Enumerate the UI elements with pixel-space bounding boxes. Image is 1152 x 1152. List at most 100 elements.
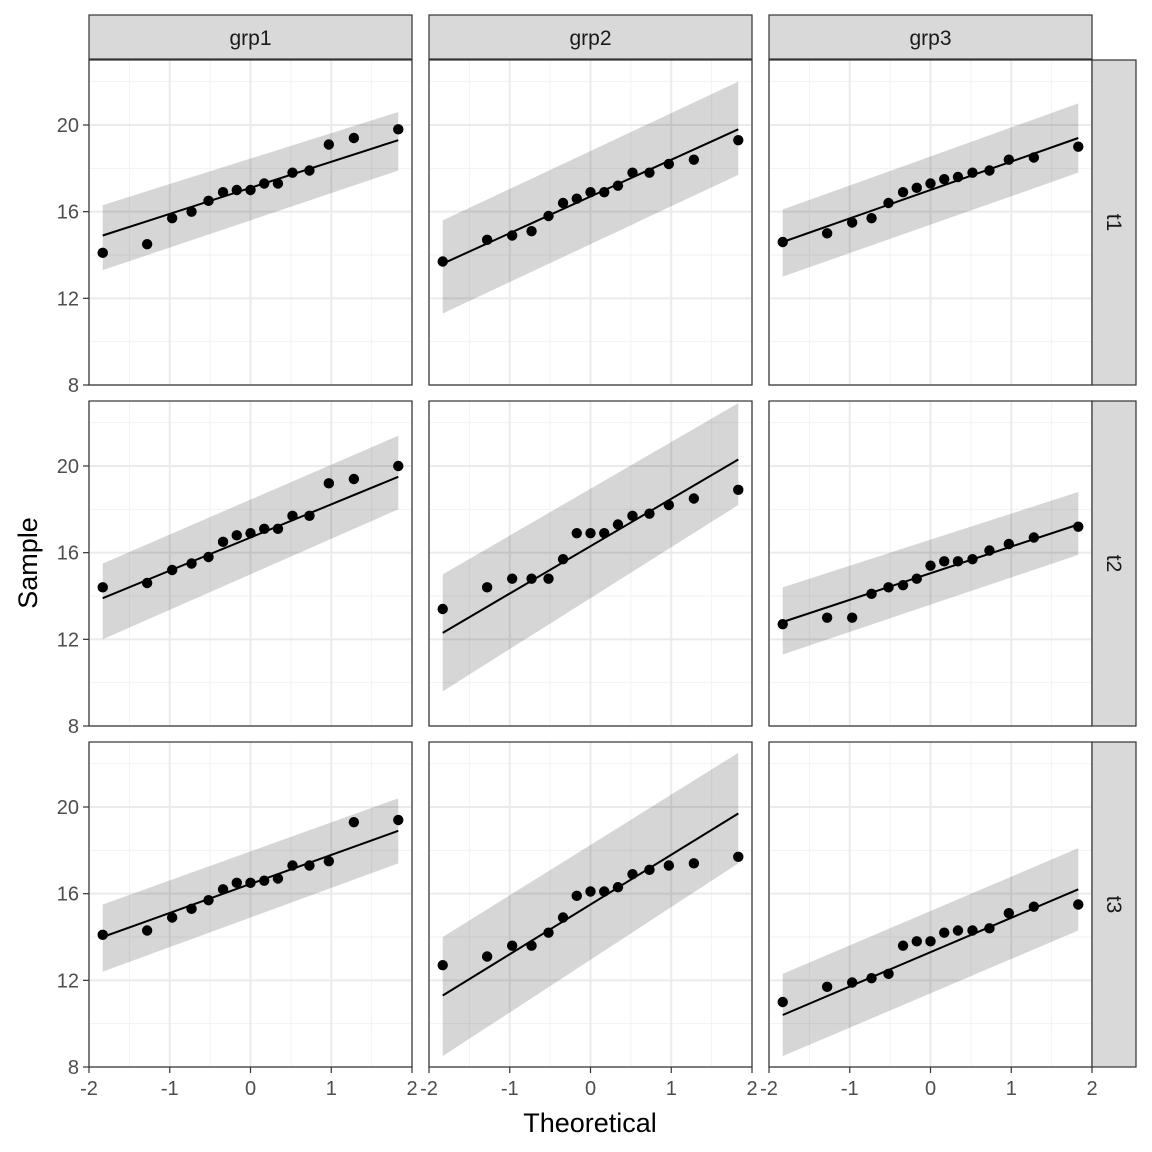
data-point [231, 877, 242, 889]
data-point [526, 225, 537, 237]
data-point [304, 510, 315, 522]
data-point [612, 180, 624, 191]
strip-t3 [1091, 741, 1137, 1068]
x-tick-label: 0 [245, 1078, 256, 1100]
data-point [866, 212, 877, 224]
x-tick-label: -1 [501, 1078, 519, 1100]
data-point [186, 558, 197, 569]
panel-border [428, 400, 753, 727]
strip-label-t2: t2 [1102, 555, 1125, 573]
data-point [348, 132, 360, 144]
data-point [217, 536, 229, 548]
x-tick-label: -1 [161, 1078, 179, 1100]
data-point [967, 553, 978, 565]
data-point [967, 925, 978, 936]
data-point [393, 460, 404, 472]
data-point [323, 855, 335, 867]
data-point [348, 816, 360, 828]
data-point [821, 612, 833, 623]
data-point [571, 193, 582, 204]
data-point [925, 936, 936, 947]
panels-layer [88, 59, 1093, 1068]
data-point [952, 925, 964, 936]
data-point [612, 881, 624, 893]
data-point [141, 577, 153, 589]
data-point [939, 927, 950, 938]
data-point [821, 228, 833, 239]
data-point [777, 236, 788, 248]
data-point [939, 556, 950, 567]
panel-grp1-t2 [88, 400, 413, 727]
data-point [911, 573, 922, 584]
data-point [644, 508, 655, 519]
data-point [897, 940, 909, 951]
panel-border [88, 400, 413, 727]
data-point [846, 612, 858, 623]
data-point [984, 165, 995, 176]
x-tick-label: 2 [406, 1078, 417, 1100]
reference-line [442, 458, 739, 634]
data-point [557, 197, 569, 209]
data-point [663, 158, 675, 170]
data-point [897, 579, 909, 591]
data-point [644, 864, 655, 876]
data-point [571, 890, 582, 902]
panel-grp2-t2 [428, 400, 753, 727]
data-point [883, 582, 894, 593]
panel-border [88, 59, 413, 386]
data-point [481, 234, 493, 246]
strip-label-grp3: grp3 [909, 27, 951, 50]
data-point [1003, 538, 1015, 550]
data-point [217, 884, 229, 895]
x-tick-label: 0 [585, 1078, 596, 1100]
data-point [304, 165, 315, 176]
facet-strips: grp1 grp2 grp3 t1 t2 t3 [88, 14, 1137, 1068]
data-point [925, 560, 936, 571]
data-point [526, 940, 537, 951]
data-point [141, 925, 153, 936]
x-tick-label: 2 [1086, 1078, 1097, 1100]
data-point [557, 553, 569, 565]
data-point [1073, 141, 1084, 152]
y-tick-label: 16 [57, 543, 79, 565]
data-point [287, 860, 298, 871]
y-tick-label: 20 [57, 456, 79, 478]
data-point [846, 977, 858, 988]
data-point [866, 972, 877, 984]
data-point [166, 564, 178, 576]
data-point [952, 556, 964, 567]
data-point [437, 603, 448, 615]
y-axis-label: Sample [13, 517, 43, 609]
data-point [846, 217, 858, 228]
x-tick-label: 0 [925, 1078, 936, 1100]
panel-grp3-t1 [768, 59, 1093, 386]
y-tick-label: 12 [57, 970, 79, 992]
panel-grp1-t1 [88, 59, 413, 386]
data-point [663, 860, 675, 871]
panel-border [428, 59, 753, 386]
data-point [733, 484, 744, 496]
data-point [1028, 901, 1040, 912]
data-point [437, 256, 448, 267]
data-point [984, 545, 995, 556]
data-point [348, 473, 360, 485]
x-tick-label: -2 [80, 1078, 98, 1100]
x-tick-label: 1 [666, 1078, 677, 1100]
data-point [883, 968, 894, 980]
data-point [733, 851, 744, 863]
data-point [599, 527, 610, 539]
x-tick-label: 2 [746, 1078, 757, 1100]
data-point [984, 923, 995, 934]
y-tick-label: 16 [57, 202, 79, 224]
reference-line [782, 523, 1079, 623]
data-point [821, 981, 833, 993]
data-point [245, 184, 256, 196]
data-point [543, 210, 554, 222]
data-point [393, 124, 404, 135]
data-point [245, 527, 256, 539]
data-point [166, 912, 178, 923]
data-point [688, 154, 700, 165]
y-tick-label: 8 [68, 1057, 79, 1079]
data-point [141, 238, 153, 250]
